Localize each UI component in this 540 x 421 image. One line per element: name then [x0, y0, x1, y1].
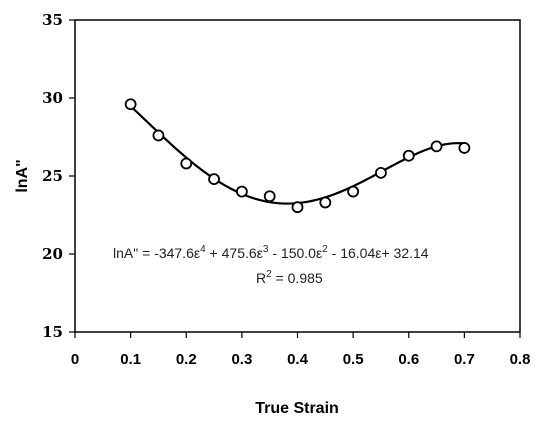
data-point	[402, 149, 415, 162]
data-point	[263, 190, 276, 203]
data-point	[291, 201, 304, 214]
x-tick-label: 0.1	[120, 351, 141, 368]
x-tick-label: 0.8	[510, 351, 531, 368]
y-axis-title: lnA"	[14, 159, 31, 192]
r-squared: R2 = 0.985	[256, 269, 323, 286]
data-point	[180, 157, 193, 170]
data-point	[208, 173, 220, 186]
data-point	[375, 166, 387, 179]
data-point	[152, 129, 165, 142]
y-tick-label: 20	[42, 245, 63, 263]
data-point	[124, 98, 137, 111]
y-tick-label: 30	[42, 89, 63, 107]
x-axis: 0 0.1 0.2 0.3 0.4 0.5 0.6 0.7 0.8	[71, 332, 531, 368]
x-tick-label: 0.4	[287, 351, 309, 368]
data-point	[458, 142, 471, 154]
y-tick-label: 35	[42, 11, 63, 29]
y-tick-label: 25	[42, 167, 63, 185]
data-points	[124, 98, 471, 214]
x-tick-label: 0.6	[398, 351, 419, 368]
x-tick-label: 0	[71, 351, 79, 368]
y-axis: 15 20 25 30 35	[42, 11, 75, 341]
data-point	[430, 140, 443, 153]
data-point	[347, 185, 360, 198]
x-tick-label: 0.3	[231, 351, 252, 368]
x-axis-title: True Strain	[255, 400, 339, 417]
fit-equation: lnA" = -347.6ε4 + 475.6ε3 - 150.0ε2 - 16…	[113, 244, 429, 261]
x-tick-label: 0.7	[454, 351, 475, 368]
data-point	[319, 196, 332, 209]
x-tick-label: 0.5	[343, 351, 364, 368]
data-point	[235, 185, 248, 198]
y-tick-label: 15	[42, 323, 63, 341]
x-tick-label: 0.2	[176, 351, 197, 368]
